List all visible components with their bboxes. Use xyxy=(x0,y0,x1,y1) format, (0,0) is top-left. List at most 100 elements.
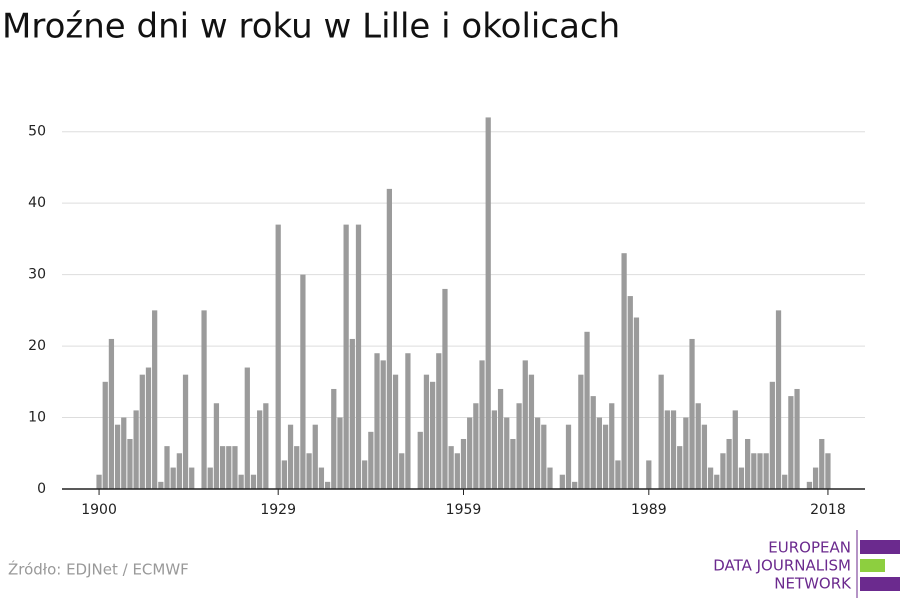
logo-bar xyxy=(860,577,900,591)
bar xyxy=(405,353,411,489)
bar xyxy=(417,431,423,489)
bar xyxy=(423,374,430,489)
bar xyxy=(695,403,701,489)
bar xyxy=(769,381,775,489)
bar xyxy=(714,474,720,489)
bar xyxy=(683,417,689,489)
bar xyxy=(479,360,485,489)
bar xyxy=(751,453,757,489)
bar xyxy=(133,410,139,489)
bar xyxy=(497,388,504,489)
bar xyxy=(658,374,664,489)
bar xyxy=(189,467,195,489)
bar xyxy=(182,374,189,489)
bar xyxy=(491,410,498,489)
bar xyxy=(207,467,213,489)
y-tick-label: 10 xyxy=(28,410,46,426)
bar xyxy=(213,403,220,489)
source: Źródło: EDJNet / ECMWF xyxy=(8,560,189,579)
bar xyxy=(578,374,584,489)
bar xyxy=(689,338,695,489)
bar xyxy=(257,410,263,489)
bar xyxy=(782,474,788,489)
bar xyxy=(374,353,380,489)
bar xyxy=(504,417,510,489)
bar xyxy=(825,453,831,489)
bar xyxy=(399,453,405,489)
bar xyxy=(510,438,516,489)
bar xyxy=(263,403,269,489)
bar xyxy=(300,274,306,489)
bar xyxy=(732,410,738,489)
bar xyxy=(294,446,300,489)
bar xyxy=(460,438,467,489)
bar xyxy=(349,338,355,489)
y-tick-label: 40 xyxy=(28,195,46,211)
bar xyxy=(572,481,578,489)
bar xyxy=(238,474,244,489)
bar xyxy=(170,467,176,489)
bar xyxy=(386,188,393,489)
bar xyxy=(380,360,386,489)
bar xyxy=(108,338,115,489)
bar xyxy=(392,374,399,489)
bar xyxy=(454,453,460,489)
bar xyxy=(176,453,182,489)
x-tick-label: 2018 xyxy=(810,502,846,518)
bar xyxy=(244,367,250,489)
bar xyxy=(584,331,590,489)
logo-bar xyxy=(860,559,885,572)
bar xyxy=(127,438,133,489)
bar xyxy=(467,417,473,489)
bar xyxy=(664,410,670,489)
bar xyxy=(473,403,479,489)
bar xyxy=(102,381,108,489)
bar xyxy=(485,117,491,489)
y-tick-label: 50 xyxy=(28,124,46,140)
bar xyxy=(281,460,287,489)
bar xyxy=(559,474,565,489)
logo: EUROPEAN DATA JOURNALISM NETWORK xyxy=(713,530,900,598)
bar xyxy=(757,453,763,489)
logo-text: EUROPEAN xyxy=(768,539,851,557)
bar xyxy=(528,374,535,489)
bar xyxy=(219,446,226,489)
logo-bar xyxy=(860,540,900,554)
bar xyxy=(312,424,318,489)
bar xyxy=(164,446,170,489)
bar xyxy=(121,417,127,489)
bar xyxy=(541,424,547,489)
y-tick-label: 0 xyxy=(37,481,46,497)
bar xyxy=(788,396,794,489)
bar xyxy=(201,310,207,489)
bar xyxy=(448,446,454,489)
bar xyxy=(775,310,782,489)
bar xyxy=(794,388,800,489)
bar xyxy=(707,467,714,489)
bar xyxy=(337,417,343,489)
bar xyxy=(429,381,436,489)
bar xyxy=(343,224,349,490)
bar xyxy=(819,438,825,489)
bar xyxy=(534,417,541,489)
bar xyxy=(670,410,677,489)
bar xyxy=(627,296,633,489)
bar xyxy=(355,224,362,490)
bar xyxy=(602,424,609,489)
x-tick-label: 1900 xyxy=(81,502,117,518)
bar xyxy=(720,453,726,489)
bar xyxy=(596,417,603,489)
bar xyxy=(701,424,708,489)
bar xyxy=(745,438,751,489)
logo-text: NETWORK xyxy=(774,575,852,593)
bar xyxy=(324,481,331,489)
bar xyxy=(96,474,102,489)
bar xyxy=(646,460,652,489)
x-tick-label: 1959 xyxy=(446,502,482,518)
bar xyxy=(633,317,640,489)
bar xyxy=(609,403,615,489)
bar xyxy=(318,467,325,489)
bar xyxy=(547,467,553,489)
logo-text: DATA JOURNALISM xyxy=(713,557,851,575)
bar xyxy=(275,224,281,490)
